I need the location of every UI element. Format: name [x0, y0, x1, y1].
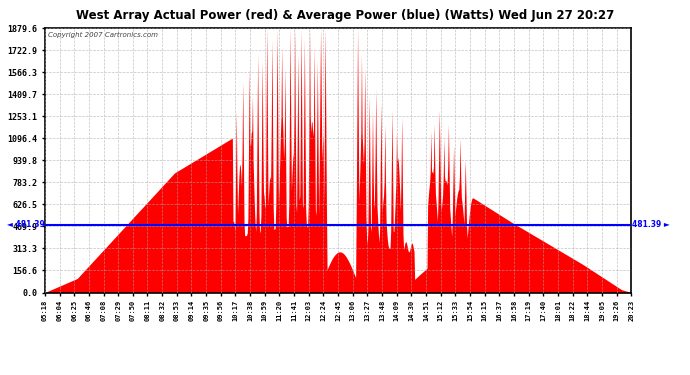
Text: 481.39 ►: 481.39 ►: [632, 220, 670, 229]
Text: Copyright 2007 Cartronics.com: Copyright 2007 Cartronics.com: [48, 32, 158, 38]
Text: ◄ 481.39: ◄ 481.39: [6, 220, 44, 229]
Text: West Array Actual Power (red) & Average Power (blue) (Watts) Wed Jun 27 20:27: West Array Actual Power (red) & Average …: [76, 9, 614, 22]
